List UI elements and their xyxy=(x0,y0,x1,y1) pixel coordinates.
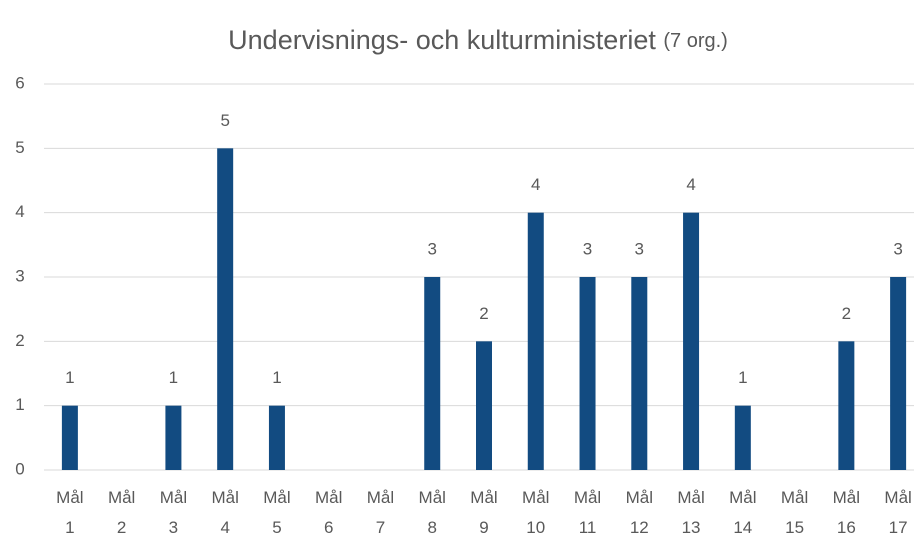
x-tick-label: Mål 11 xyxy=(573,488,602,536)
bar xyxy=(165,405,182,470)
chart-title-note: (7 org.) xyxy=(663,30,727,52)
chart-title-group: Undervisnings- och kulturministeriet (7 … xyxy=(228,25,728,55)
data-label: 2 xyxy=(842,304,851,323)
x-tick-label: Mål 16 xyxy=(832,488,861,536)
x-tick-label: Mål 9 xyxy=(470,488,498,536)
x-tick-label: Mål 2 xyxy=(107,488,136,536)
data-label: 4 xyxy=(686,175,695,194)
x-tick-label: Mål 3 xyxy=(159,488,188,536)
bar xyxy=(61,405,78,470)
data-label: 3 xyxy=(893,239,902,258)
y-tick-label: 0 xyxy=(15,459,24,478)
bar xyxy=(683,212,700,470)
x-tick-label: Mål 15 xyxy=(780,488,809,536)
x-tick-label: Mål 6 xyxy=(315,488,343,536)
data-label: 3 xyxy=(583,239,592,258)
x-tick-label: Mål 1 xyxy=(56,488,84,536)
bar xyxy=(217,148,234,471)
data-label: 5 xyxy=(220,111,229,130)
bar xyxy=(734,405,751,470)
bar xyxy=(890,277,907,470)
x-tick-label: Mål 13 xyxy=(677,488,705,536)
bar xyxy=(268,405,285,470)
x-tick-label: Mål 10 xyxy=(522,488,550,536)
data-label: 2 xyxy=(479,304,488,323)
bar xyxy=(838,341,855,470)
y-tick-label: 3 xyxy=(15,266,24,285)
data-label: 4 xyxy=(531,175,540,194)
bar xyxy=(631,277,648,470)
x-tick-label: Mål 8 xyxy=(418,488,446,536)
y-tick-label: 5 xyxy=(15,138,24,157)
data-label: 3 xyxy=(635,239,644,258)
chart-title: Undervisnings- och kulturministeriet xyxy=(228,25,656,55)
y-tick-label: 4 xyxy=(15,202,24,221)
bar xyxy=(424,277,441,470)
x-tick-label: Mål 4 xyxy=(211,488,239,536)
y-tick-label: 6 xyxy=(15,73,24,92)
data-label: 3 xyxy=(428,239,437,258)
data-label: 1 xyxy=(169,368,178,387)
y-tick-label: 1 xyxy=(15,395,24,414)
data-label: 1 xyxy=(65,368,74,387)
data-label: 1 xyxy=(272,368,281,387)
bar xyxy=(476,341,492,470)
x-tick-label: Mål 7 xyxy=(366,488,395,536)
bar xyxy=(527,212,544,470)
bar xyxy=(579,277,596,470)
x-tick-label: Mål 14 xyxy=(729,488,757,536)
x-tick-label: Mål 12 xyxy=(625,488,653,536)
x-tick-label: Mål 5 xyxy=(263,488,291,536)
y-tick-label: 2 xyxy=(15,331,24,350)
data-label: 1 xyxy=(738,368,747,387)
x-tick-label: Mål 17 xyxy=(884,488,912,536)
